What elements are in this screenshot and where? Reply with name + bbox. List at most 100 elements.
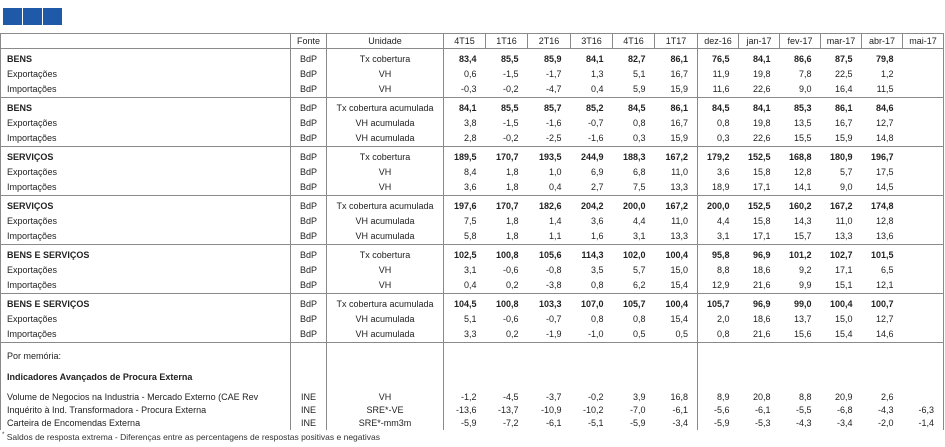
value: 17,1 — [834, 265, 853, 275]
unit: VH acumulada — [326, 229, 444, 245]
value: 200,0 — [706, 201, 730, 211]
data-row: Importações BdP VH acumulada 5,8 1,8 1,1 1,6 3,… — [0, 229, 944, 245]
value: 13,3 — [654, 180, 698, 196]
value: -4,7 — [545, 84, 562, 94]
value: 2,0 — [716, 314, 730, 324]
value: 86,1 — [654, 97, 698, 116]
empty-cell — [902, 165, 944, 180]
unit: Tx cobertura — [326, 146, 444, 165]
value: 15,0 — [834, 314, 853, 324]
data-row: Exportações BdP VH 8,4 1,8 1,0 6,9 6,8 11,0 3,6 15… — [0, 165, 944, 180]
empty-cell — [654, 370, 698, 385]
value: 3,1 — [463, 265, 477, 275]
empty-cell — [902, 370, 944, 385]
data-row: Importações BdP VH acumulada 3,3 0,2 -1,9 -1,0… — [0, 327, 944, 343]
source: INE — [290, 391, 327, 404]
value: -5,5 — [795, 405, 812, 415]
row-label: Importações — [0, 82, 291, 98]
value: 16,4 — [834, 84, 853, 94]
value: 105,7 — [706, 299, 730, 309]
empty-cell — [698, 370, 739, 385]
row-label: Exportações — [0, 263, 291, 278]
value: 204,2 — [580, 201, 604, 211]
logo-square — [23, 8, 42, 25]
empty-cell — [698, 349, 739, 364]
empty-cell — [0, 342, 291, 349]
empty-cell — [571, 370, 613, 385]
unit: Tx cobertura acumulada — [326, 293, 444, 312]
value: -5,9 — [460, 418, 477, 428]
value: 0,4 — [548, 182, 562, 192]
value: 2,6 — [880, 392, 894, 402]
data-table: Fonte Unidade 4T15 1T16 2T16 3T16 4T16 1T17 dez-… — [0, 33, 944, 430]
empty-cell — [902, 327, 944, 343]
value: 0,6 — [463, 69, 477, 79]
empty-cell — [902, 229, 944, 245]
value: 0,8 — [716, 118, 730, 128]
empty-cell — [902, 48, 944, 67]
value: -4,5 — [502, 392, 519, 402]
empty-cell — [290, 342, 327, 349]
value: 7,5 — [463, 216, 477, 226]
data-row: BENS E SERVIÇOS BdP Tx cobertura 102,5 100,8… — [0, 244, 944, 263]
column-header: mai-17 — [902, 33, 944, 49]
value: -2,0 — [877, 418, 894, 428]
value: 21,6 — [752, 280, 771, 290]
value: -4,3 — [877, 405, 894, 415]
row-group: BENS BdP Tx cobertura 83,4 85,5 85,9 84,1 82,7 8… — [0, 48, 944, 98]
value: 12,8 — [793, 167, 812, 177]
source: BdP — [290, 180, 327, 196]
value: 167,2 — [654, 146, 698, 165]
empty-cell — [444, 370, 486, 385]
value: 82,7 — [627, 54, 646, 64]
value: 18,6 — [752, 314, 771, 324]
column-header: 3T16 — [570, 33, 613, 49]
value: -2,5 — [545, 133, 562, 143]
value: 14,5 — [875, 182, 894, 192]
value: 12,8 — [875, 216, 894, 226]
value: 105,7 — [622, 299, 646, 309]
source: BdP — [290, 312, 327, 327]
header-cell — [0, 33, 291, 49]
unit: SRE*-mm3m — [326, 417, 444, 430]
value: 22,6 — [752, 133, 771, 143]
value: 180,9 — [829, 152, 853, 162]
value: 83,4 — [458, 54, 477, 64]
value: 182,6 — [538, 201, 562, 211]
value: 95,8 — [711, 250, 730, 260]
data-row: Volume de Negocios na Industria - Mercad… — [0, 391, 944, 404]
value: 0,8 — [716, 329, 730, 339]
row-label: Importações — [0, 229, 291, 245]
value: 0,4 — [463, 280, 477, 290]
data-row: SERVIÇOS BdP Tx cobertura 189,5 170,7 193,5 24… — [0, 146, 944, 165]
empty-cell — [290, 364, 327, 370]
value: 1,8 — [505, 216, 519, 226]
value: -0,2 — [587, 392, 604, 402]
value: 1,6 — [590, 231, 604, 241]
value: -0,7 — [587, 118, 604, 128]
value: 12,1 — [875, 280, 894, 290]
unit: VH — [326, 82, 444, 98]
value: 15,5 — [793, 133, 812, 143]
value: 15,4 — [654, 278, 698, 294]
unit: VH acumulada — [326, 327, 444, 343]
spacer-row — [0, 385, 944, 391]
row-label: Importações — [0, 180, 291, 196]
value: 197,6 — [453, 201, 477, 211]
value: 101,5 — [870, 250, 894, 260]
value: 170,7 — [495, 152, 519, 162]
empty-cell — [862, 370, 903, 385]
unit: Tx cobertura — [326, 244, 444, 263]
value: -5,9 — [713, 418, 730, 428]
value: -5,1 — [587, 418, 604, 428]
empty-cell — [902, 263, 944, 278]
value: -6,1 — [654, 404, 698, 417]
value: -6,1 — [545, 418, 562, 428]
value: 7,5 — [632, 182, 646, 192]
row-group: BENS E SERVIÇOS BdP Tx cobertura acumulada… — [0, 293, 944, 343]
value: 85,2 — [585, 103, 604, 113]
empty-cell — [821, 349, 862, 364]
value: 0,3 — [716, 133, 730, 143]
row-label: BENS E SERVIÇOS — [0, 244, 291, 263]
